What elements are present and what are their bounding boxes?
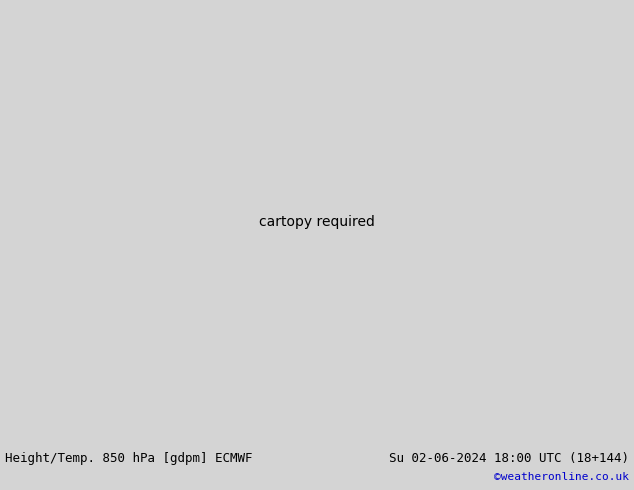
Text: ©weatheronline.co.uk: ©weatheronline.co.uk xyxy=(494,472,629,482)
Text: cartopy required: cartopy required xyxy=(259,215,375,229)
Text: Su 02-06-2024 18:00 UTC (18+144): Su 02-06-2024 18:00 UTC (18+144) xyxy=(389,452,629,466)
Text: Height/Temp. 850 hPa [gdpm] ECMWF: Height/Temp. 850 hPa [gdpm] ECMWF xyxy=(5,452,252,466)
